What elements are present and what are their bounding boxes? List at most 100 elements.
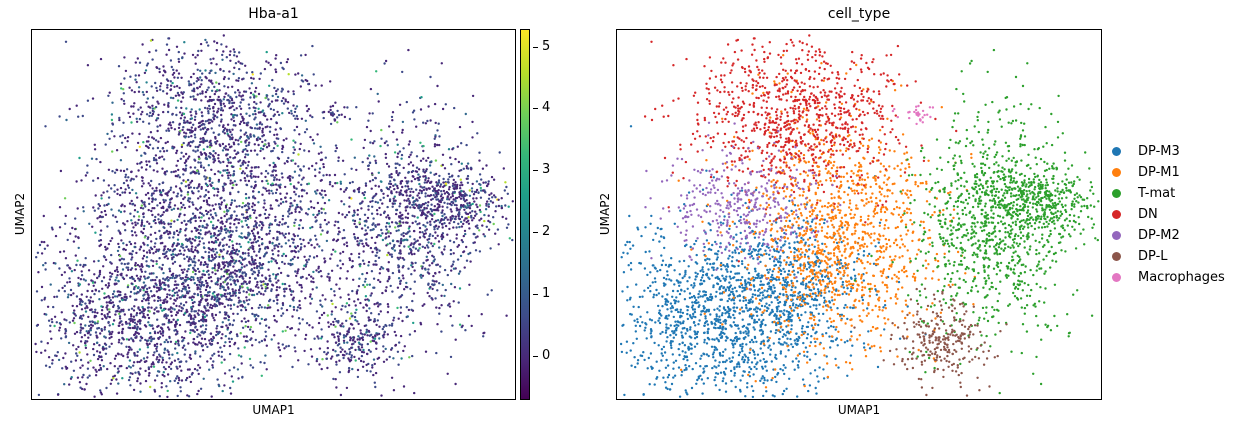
expression-point	[256, 283, 259, 286]
expression-point	[461, 183, 464, 187]
expression-point	[280, 307, 283, 310]
expression-point	[235, 214, 238, 217]
expression-point	[111, 272, 114, 276]
expression-point	[311, 288, 314, 291]
expression-point	[397, 269, 401, 272]
expression-point	[131, 277, 134, 280]
expression-point	[213, 319, 216, 322]
expression-point	[226, 262, 230, 265]
expression-point	[427, 105, 430, 108]
expression-point	[100, 327, 103, 331]
expression-point	[421, 267, 424, 270]
expression-point	[297, 227, 301, 230]
expression-point	[168, 249, 171, 252]
expression-point	[224, 335, 227, 338]
expression-point	[204, 95, 207, 99]
expression-point	[130, 258, 133, 261]
expression-point	[267, 304, 270, 307]
expression-point	[276, 223, 279, 226]
expression-point	[245, 123, 249, 127]
expression-point	[182, 91, 185, 94]
expression-point	[142, 289, 145, 292]
expression-point	[296, 245, 299, 248]
expression-point	[265, 60, 268, 63]
expression-point	[199, 76, 202, 79]
expression-point	[145, 101, 148, 104]
expression-point	[125, 295, 128, 299]
expression-point	[267, 142, 270, 145]
expression-point	[317, 267, 320, 270]
expression-point	[172, 318, 175, 321]
expression-point	[425, 181, 429, 184]
expression-point	[219, 221, 222, 224]
expression-point	[225, 56, 228, 59]
expression-point	[413, 229, 416, 233]
expression-point	[297, 165, 300, 168]
expression-point	[145, 140, 149, 143]
expression-point	[280, 172, 284, 175]
expression-point	[84, 310, 88, 313]
expression-point	[476, 132, 479, 135]
expression-point	[409, 251, 413, 254]
expression-point	[243, 346, 246, 349]
expression-point	[112, 319, 116, 322]
expression-point	[185, 360, 188, 363]
expression-point	[436, 84, 439, 88]
expression-point	[63, 271, 66, 274]
expression-point	[211, 354, 214, 357]
expression-point	[436, 234, 439, 237]
expression-point	[218, 384, 221, 388]
expression-point	[170, 65, 173, 69]
expression-point	[180, 245, 183, 248]
expression-point	[255, 102, 258, 106]
expression-point	[239, 164, 242, 167]
expression-point	[91, 300, 95, 303]
expression-point	[156, 370, 160, 373]
expression-point	[186, 368, 190, 371]
expression-point	[193, 292, 196, 296]
expression-point	[200, 283, 203, 287]
expression-point	[110, 335, 113, 339]
expression-point	[167, 127, 170, 130]
expression-point	[453, 106, 456, 110]
expression-point	[397, 317, 400, 320]
expression-point	[249, 325, 253, 329]
expression-point	[263, 157, 266, 160]
expression-point	[93, 395, 96, 398]
expression-point	[478, 204, 482, 207]
expression-point	[298, 224, 301, 227]
expression-point	[438, 282, 441, 285]
expression-point	[58, 115, 61, 118]
expression-point	[240, 266, 244, 269]
expression-point	[190, 114, 193, 117]
expression-point	[201, 72, 204, 75]
expression-point	[443, 245, 446, 248]
expression-point	[314, 216, 317, 219]
expression-point	[183, 336, 186, 340]
expression-point	[136, 263, 140, 267]
expression-point	[409, 248, 413, 252]
expression-point	[231, 271, 235, 274]
expression-point	[250, 172, 253, 176]
expression-point	[500, 204, 503, 208]
expression-point	[439, 200, 443, 204]
expression-point	[276, 230, 279, 233]
expression-point	[328, 276, 331, 279]
expression-point	[317, 152, 321, 155]
expression-point	[249, 246, 252, 249]
expression-point	[355, 225, 359, 229]
expression-point	[260, 287, 264, 290]
expression-point	[244, 219, 247, 222]
expression-point	[74, 235, 77, 238]
expression-point	[239, 167, 242, 170]
expression-point	[149, 111, 152, 115]
expression-point	[219, 282, 222, 286]
expression-point	[206, 265, 209, 269]
expression-point	[205, 309, 208, 312]
expression-point	[264, 169, 268, 173]
expression-point	[159, 355, 162, 358]
expression-point	[275, 174, 278, 177]
expression-point	[318, 171, 321, 174]
expression-point	[158, 201, 162, 205]
expression-point	[463, 229, 467, 233]
